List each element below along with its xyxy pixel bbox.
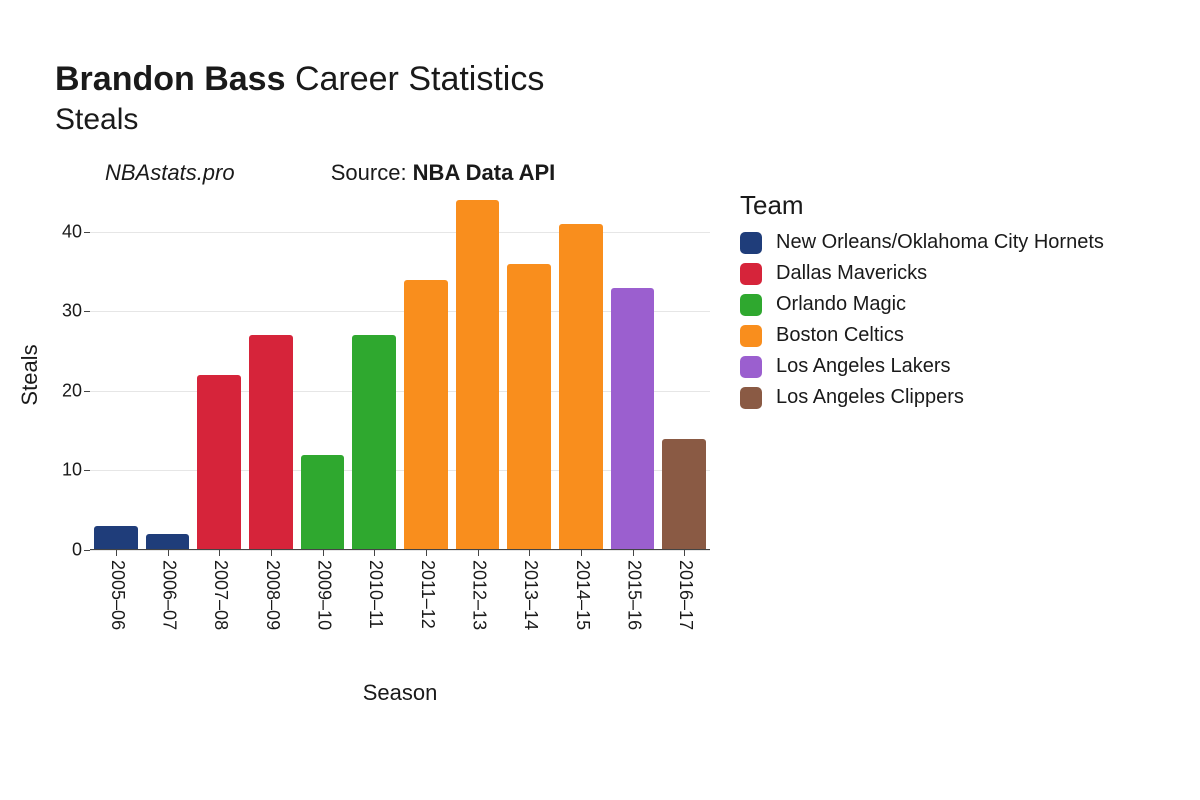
x-tick (426, 550, 427, 556)
x-tick-label: 2015–16 (624, 560, 645, 630)
bar (404, 280, 448, 550)
legend-item: Orlando Magic (740, 293, 1104, 316)
y-axis-label: Steals (17, 344, 43, 405)
x-tick-label: 2013–14 (520, 560, 541, 630)
chart-title: Brandon Bass Career Statistics (55, 60, 544, 99)
x-tick-label: 2011–12 (417, 560, 438, 629)
x-tick-label: 2006–07 (159, 560, 180, 630)
legend-swatch (740, 232, 762, 254)
y-tick-label: 0 (72, 540, 82, 561)
bar (662, 439, 706, 550)
x-tick (271, 550, 272, 556)
x-tick (323, 550, 324, 556)
bar (197, 375, 241, 550)
gridline (90, 232, 710, 233)
legend: Team New Orleans/Oklahoma City Hornets Da… (740, 190, 1104, 417)
legend-item: Dallas Mavericks (740, 262, 1104, 285)
title-rest: Career Statistics (286, 60, 545, 98)
legend-swatch (740, 294, 762, 316)
legend-label: Boston Celtics (776, 324, 904, 347)
y-tick (84, 550, 90, 551)
bar (611, 288, 655, 551)
caption-site: NBAstats.pro (105, 160, 235, 185)
chart-subtitle: Steals (55, 103, 544, 137)
y-tick (84, 311, 90, 312)
bar (301, 455, 345, 550)
bar (352, 335, 396, 550)
y-tick (84, 232, 90, 233)
x-tick-label: 2009–10 (314, 560, 335, 630)
x-tick-label: 2014–15 (572, 560, 593, 630)
legend-swatch (740, 387, 762, 409)
x-tick-label: 2008–09 (262, 560, 283, 630)
legend-item: Los Angeles Clippers (740, 386, 1104, 409)
legend-label: New Orleans/Oklahoma City Hornets (776, 231, 1104, 254)
chart-title-block: Brandon Bass Career Statistics Steals (55, 60, 544, 137)
legend-label: Orlando Magic (776, 293, 906, 316)
title-name: Brandon Bass (55, 60, 286, 98)
y-tick-label: 10 (62, 460, 82, 481)
x-axis-line (90, 549, 710, 550)
x-tick-label: 2012–13 (469, 560, 490, 630)
legend-item: Boston Celtics (740, 324, 1104, 347)
bar (507, 264, 551, 550)
x-tick-label: 2007–08 (210, 560, 231, 630)
y-tick-label: 40 (62, 221, 82, 242)
x-tick-label: 2010–11 (365, 560, 386, 629)
x-tick (684, 550, 685, 556)
chart-plot-area: 0102030402005–062006–072007–082008–09200… (90, 200, 710, 550)
x-tick-label: 2005–06 (107, 560, 128, 630)
x-tick (168, 550, 169, 556)
bar (456, 200, 500, 550)
bar (146, 534, 190, 550)
x-axis-label: Season (363, 680, 438, 706)
x-tick (581, 550, 582, 556)
legend-swatch (740, 356, 762, 378)
legend-label: Dallas Mavericks (776, 262, 927, 285)
legend-title: Team (740, 190, 1104, 221)
x-tick (116, 550, 117, 556)
gridline (90, 550, 710, 551)
legend-label: Los Angeles Clippers (776, 386, 964, 409)
legend-label: Los Angeles Lakers (776, 355, 951, 378)
legend-item: New Orleans/Oklahoma City Hornets (740, 231, 1104, 254)
x-tick (529, 550, 530, 556)
legend-swatch (740, 263, 762, 285)
chart-caption: NBAstats.pro Source: NBA Data API (105, 160, 555, 186)
caption-source: NBA Data API (413, 160, 556, 185)
x-tick (219, 550, 220, 556)
bar (249, 335, 293, 550)
x-tick (478, 550, 479, 556)
x-tick (633, 550, 634, 556)
y-tick-label: 30 (62, 301, 82, 322)
legend-item: Los Angeles Lakers (740, 355, 1104, 378)
y-tick (84, 391, 90, 392)
caption-source-prefix: Source: (331, 160, 413, 185)
x-tick (374, 550, 375, 556)
x-tick-label: 2016–17 (675, 560, 696, 630)
y-tick (84, 470, 90, 471)
bar (94, 526, 138, 550)
legend-swatch (740, 325, 762, 347)
bar (559, 224, 603, 550)
y-tick-label: 20 (62, 380, 82, 401)
